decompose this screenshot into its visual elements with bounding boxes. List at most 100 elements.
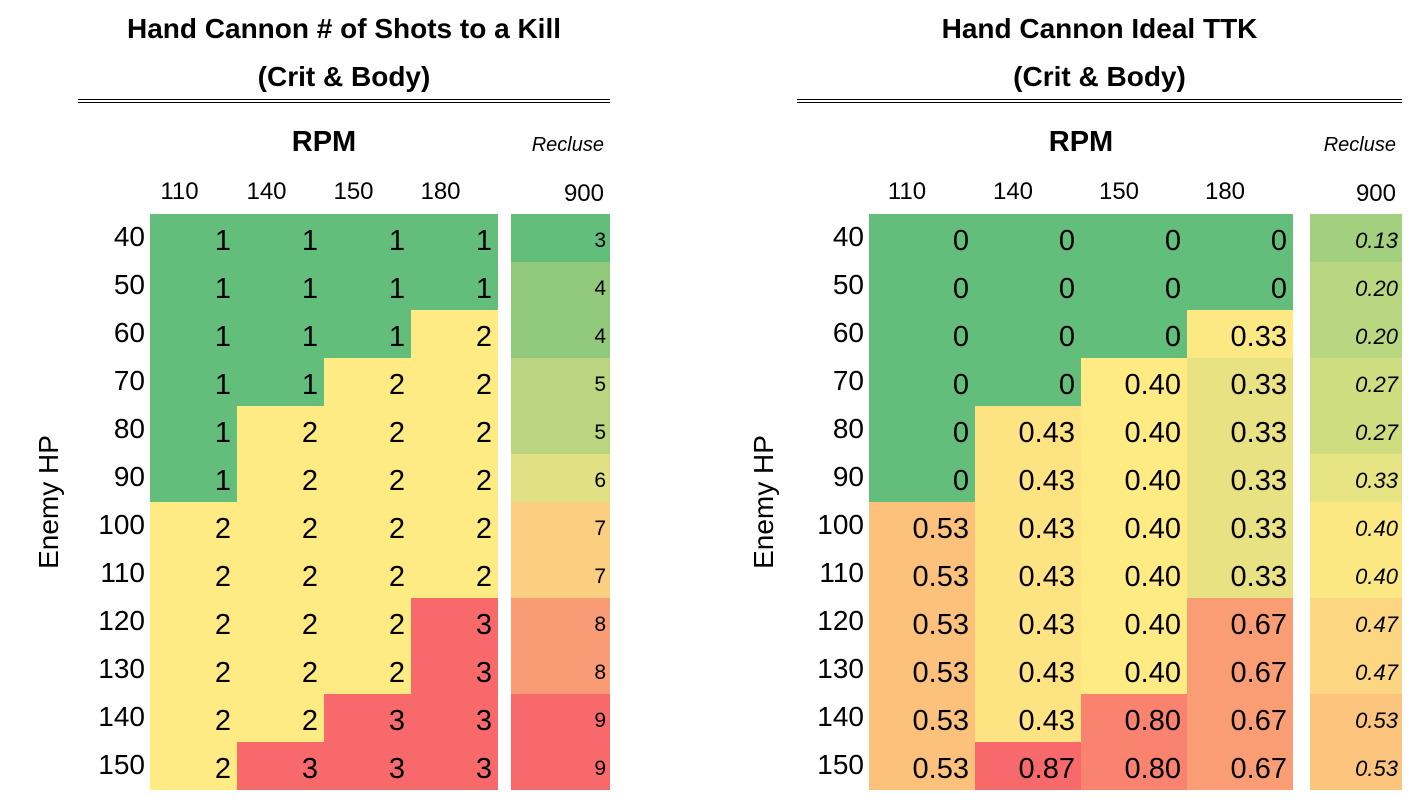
extra-column-header: 900 [1355, 180, 1396, 207]
table-cell: 2 [150, 550, 237, 598]
row-header: 100 [817, 509, 864, 540]
table-cell: 2 [237, 598, 324, 646]
table-cell: 2 [150, 598, 237, 646]
table-cell: 1 [324, 310, 411, 358]
extra-column-cell: 0.40 [1310, 502, 1402, 550]
table-cell: 3 [237, 742, 324, 790]
table-cell: 0.53 [869, 694, 975, 742]
table-cell: 2 [150, 694, 237, 742]
table-cell: 0 [1081, 214, 1187, 262]
column-header: 180 [420, 178, 461, 205]
table-cell: 3 [411, 694, 498, 742]
extra-column-cell: 0.33 [1310, 454, 1402, 502]
table-cell: 0 [869, 358, 975, 406]
table-cell: 2 [411, 550, 498, 598]
table-cell: 0.80 [1081, 694, 1187, 742]
table-cell: 0 [1187, 262, 1293, 310]
row-header: 40 [113, 221, 145, 252]
row-header: 50 [832, 269, 864, 300]
shots-to-kill-panel: Hand Cannon # of Shots to a Kill (Crit &… [78, 0, 610, 800]
table-cell: 0 [869, 262, 975, 310]
extra-column-header: 900 [563, 180, 604, 207]
extra-column-cell: 9 [511, 742, 610, 790]
extra-column-label: Recluse [531, 134, 604, 156]
extra-column-cell: 0.47 [1310, 646, 1402, 694]
table-cell: 0.67 [1187, 598, 1293, 646]
table-cell: 0 [1187, 214, 1293, 262]
table-cell: 0.67 [1187, 742, 1293, 790]
table-cell: 0.40 [1081, 550, 1187, 598]
table-cell: 0.40 [1081, 454, 1187, 502]
table-cell: 0.43 [975, 694, 1081, 742]
row-header: 150 [817, 749, 864, 780]
table-cell: 1 [150, 358, 237, 406]
row-header: 80 [113, 413, 145, 444]
table-cell: 2 [237, 694, 324, 742]
table-cell: 2 [237, 454, 324, 502]
row-axis-label: Enemy HP [748, 435, 779, 569]
extra-column-cell: 5 [511, 358, 610, 406]
table-cell: 1 [237, 310, 324, 358]
row-header: 140 [817, 701, 864, 732]
column-header: 150 [333, 178, 374, 205]
table-cell: 0.43 [975, 646, 1081, 694]
table-cell: 2 [324, 454, 411, 502]
row-header: 70 [832, 365, 864, 396]
column-header: 140 [992, 178, 1034, 205]
row-header: 150 [98, 749, 145, 780]
table-cell: 2 [411, 502, 498, 550]
title-rule [78, 102, 610, 103]
table-cell: 3 [411, 742, 498, 790]
table-cell: 0.33 [1187, 358, 1293, 406]
extra-column-cell: 7 [511, 550, 610, 598]
extra-column-cell: 6 [511, 454, 610, 502]
extra-column-cell: 8 [511, 598, 610, 646]
table-cell: 0.53 [869, 550, 975, 598]
extra-column-cell: 4 [511, 310, 610, 358]
table-cell: 2 [324, 406, 411, 454]
title-rule [797, 99, 1402, 100]
table-cell: 0 [1081, 262, 1187, 310]
row-header: 110 [100, 557, 145, 588]
row-header: 60 [113, 317, 145, 348]
extra-column-cell: 0.53 [1310, 694, 1402, 742]
row-header: 70 [113, 365, 145, 396]
extra-column-cell: 5 [511, 406, 610, 454]
table-cell: 0.67 [1187, 646, 1293, 694]
row-header: 60 [832, 317, 864, 348]
table-cell: 1 [150, 310, 237, 358]
table-cell: 0 [869, 406, 975, 454]
table-cell: 1 [237, 358, 324, 406]
table-cell: 2 [237, 550, 324, 598]
column-header: 110 [887, 178, 927, 205]
table-cell: 1 [411, 214, 498, 262]
extra-column-cell: 0.40 [1310, 550, 1402, 598]
chart-subtitle: (Crit & Body) [257, 61, 431, 92]
table-cell: 1 [237, 214, 324, 262]
table-cell: 2 [411, 454, 498, 502]
table-cell: 0.33 [1187, 550, 1293, 598]
table-cell: 3 [324, 742, 411, 790]
table-cell: 2 [150, 742, 237, 790]
table-cell: 0.43 [975, 550, 1081, 598]
table-cell: 2 [150, 502, 237, 550]
row-header: 90 [113, 461, 145, 492]
row-axis-label: Enemy HP [33, 435, 64, 569]
row-header: 100 [98, 509, 145, 540]
extra-column-cell: 7 [511, 502, 610, 550]
table-cell: 0 [869, 214, 975, 262]
table-cell: 0 [869, 310, 975, 358]
ideal-ttk-panel: Hand Cannon Ideal TTK (Crit & Body) [797, 0, 1402, 800]
column-header: 140 [246, 178, 287, 205]
extra-column-cell: 4 [511, 262, 610, 310]
table-cell: 0.53 [869, 742, 975, 790]
row-header: 90 [832, 461, 864, 492]
table-cell: 2 [324, 550, 411, 598]
table-cell: 0 [975, 214, 1081, 262]
table-cell: 0.80 [1081, 742, 1187, 790]
extra-column-cell: 8 [511, 646, 610, 694]
table-cell: 0.40 [1081, 358, 1187, 406]
table-cell: 0.43 [975, 406, 1081, 454]
chart-title: Hand Cannon Ideal TTK [941, 13, 1258, 44]
extra-column-cell: 0.47 [1310, 598, 1402, 646]
